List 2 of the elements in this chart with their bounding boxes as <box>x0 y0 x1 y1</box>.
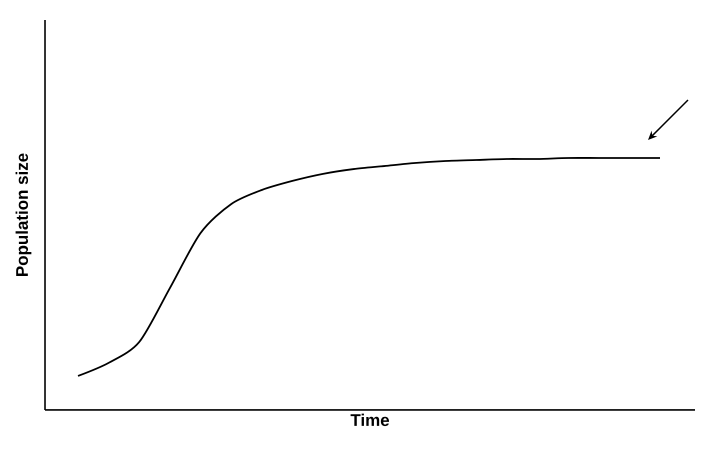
x-axis-title: Time <box>350 414 390 426</box>
y-axis-title: Population size <box>16 153 32 276</box>
